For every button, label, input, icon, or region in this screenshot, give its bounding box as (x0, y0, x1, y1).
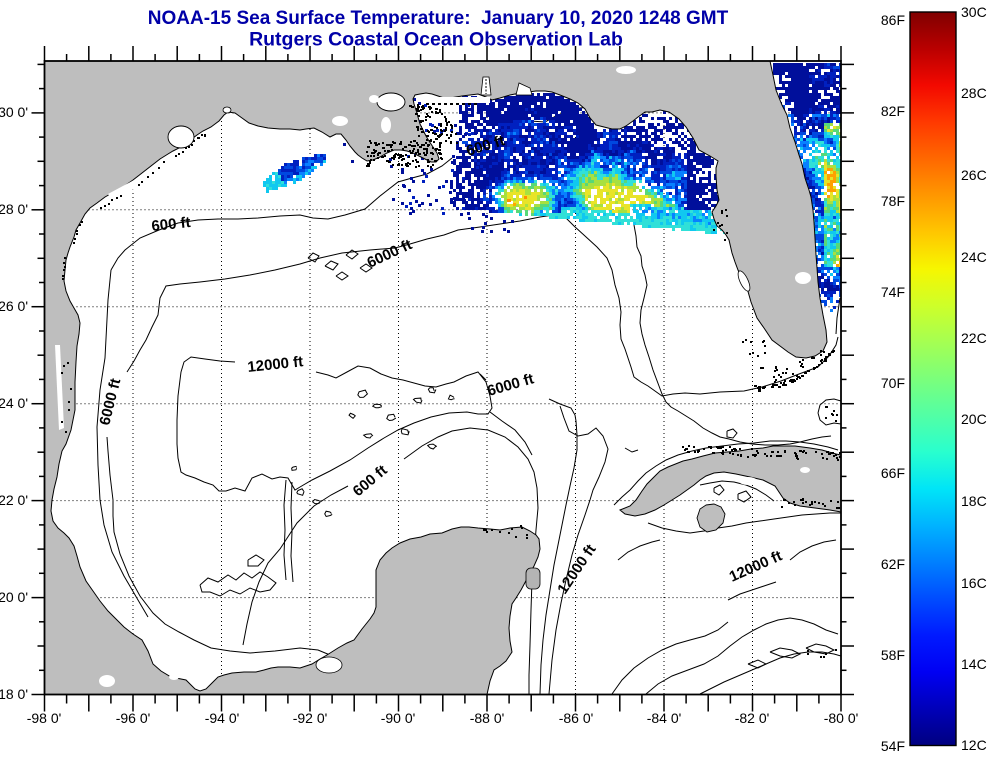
svg-text:24C: 24C (961, 249, 987, 265)
svg-text:600 ft: 600 ft (151, 214, 192, 235)
svg-text:12C: 12C (961, 737, 987, 753)
svg-text:Rutgers Coastal Ocean Observat: Rutgers Coastal Ocean Observation Lab (249, 29, 623, 51)
svg-text:54F: 54F (881, 738, 905, 754)
svg-text:-94 0': -94 0' (205, 710, 240, 726)
svg-text:20 0': 20 0' (0, 589, 28, 605)
svg-text:24 0': 24 0' (0, 395, 28, 411)
svg-text:-90 0': -90 0' (381, 710, 416, 726)
svg-text:86F: 86F (881, 12, 905, 28)
svg-text:62F: 62F (881, 556, 905, 572)
svg-text:58F: 58F (881, 647, 905, 663)
svg-text:-88 0': -88 0' (470, 710, 505, 726)
svg-text:-98 0': -98 0' (27, 710, 62, 726)
svg-text:74F: 74F (881, 284, 905, 300)
svg-text:28C: 28C (961, 85, 987, 101)
svg-text:78F: 78F (881, 193, 905, 209)
svg-text:-80 0': -80 0' (824, 710, 859, 726)
svg-text:70F: 70F (881, 375, 905, 391)
svg-text:-92 0': -92 0' (293, 710, 328, 726)
svg-text:18 0': 18 0' (0, 686, 28, 702)
svg-text:30C: 30C (961, 4, 987, 20)
svg-text:26C: 26C (961, 167, 987, 183)
svg-text:22C: 22C (961, 330, 987, 346)
svg-text:20C: 20C (961, 411, 987, 427)
svg-text:26 0': 26 0' (0, 298, 28, 314)
svg-text:30 0': 30 0' (0, 104, 28, 120)
svg-text:18C: 18C (961, 493, 987, 509)
svg-text:14C: 14C (961, 656, 987, 672)
svg-text:NOAA-15 Sea Surface Temperatur: NOAA-15 Sea Surface Temperature: January… (148, 8, 729, 29)
svg-text:16C: 16C (961, 575, 987, 591)
svg-text:-86 0': -86 0' (559, 710, 594, 726)
svg-text:22 0': 22 0' (0, 492, 28, 508)
svg-text:-84 0': -84 0' (647, 710, 682, 726)
svg-text:82F: 82F (881, 103, 905, 119)
svg-text:-82 0': -82 0' (735, 710, 770, 726)
svg-text:28 0': 28 0' (0, 201, 28, 217)
svg-text:-96 0': -96 0' (116, 710, 151, 726)
svg-text:12000 ft: 12000 ft (247, 353, 304, 376)
svg-text:66F: 66F (881, 465, 905, 481)
